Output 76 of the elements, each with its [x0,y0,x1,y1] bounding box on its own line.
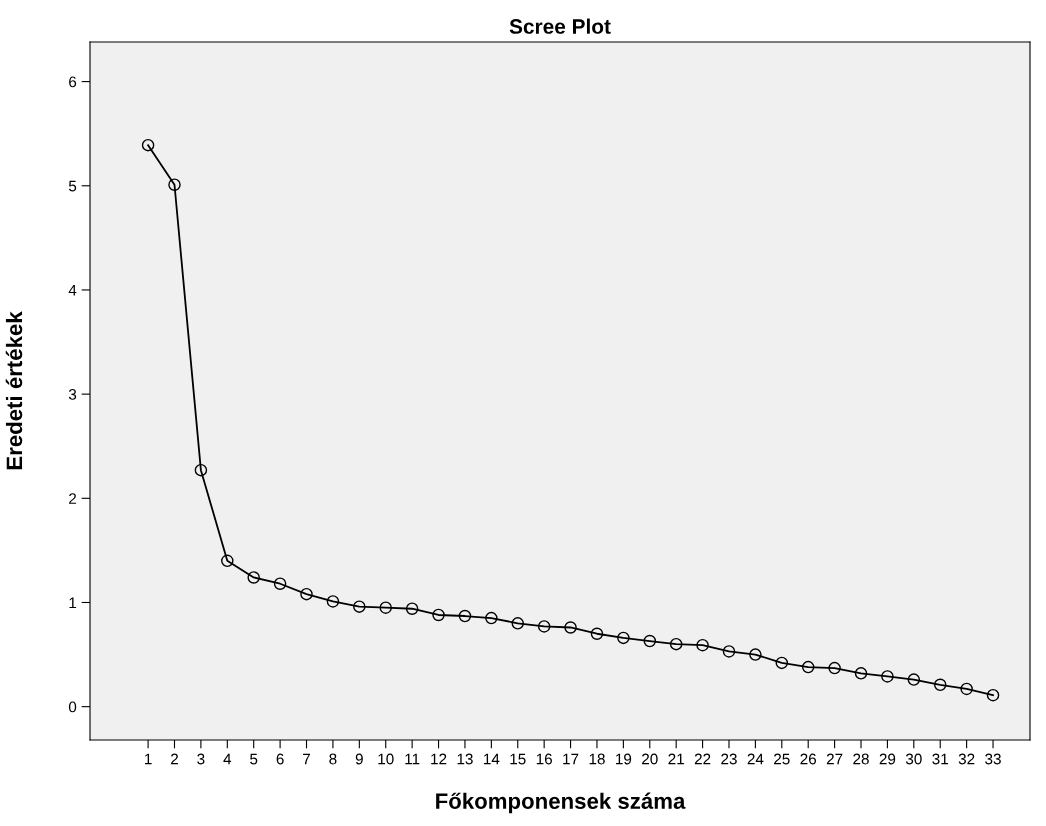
point [379,601,392,614]
x-tick-label: 2 [171,753,178,765]
point [141,138,155,152]
x-tick-label: 24 [747,753,764,765]
point [194,463,208,477]
x-tick-label: 11 [405,753,420,765]
point [405,602,419,615]
x-tick-label: 26 [800,753,817,765]
x-tick-label: 8 [329,753,337,765]
point [775,656,789,670]
point [511,617,525,630]
x-tick-label: 13 [457,753,473,765]
y-axis-title: Eredeti értékek [5,311,23,470]
y-tick-label: 5 [68,180,77,192]
chart-title: Scree Plot [509,18,611,34]
x-tick-label: 15 [510,753,526,765]
point [300,587,313,601]
x-tick-label: 5 [250,753,258,765]
point [564,621,577,634]
x-tick-label: 9 [355,753,363,765]
point [617,631,630,645]
x-tick-label: 27 [826,753,843,765]
y-tick-label: 4 [68,284,77,296]
point [458,609,472,623]
x-axis-title: Főkomponensek száma [436,792,686,814]
x-tick-label: 7 [303,753,310,765]
x-tick-label: 4 [223,753,232,765]
point [669,637,683,651]
x-tick-label: 17 [563,753,579,765]
point [221,554,234,568]
x-tick-label: 1 [145,753,152,765]
point [854,667,868,680]
y-tick-label: 1 [69,597,77,609]
x-tick-label: 33 [985,753,1001,765]
x-tick-label: 30 [905,753,922,765]
x-tick-label: 25 [774,753,790,765]
x-tick-label: 22 [694,753,711,765]
x-tick-label: 31 [932,753,948,765]
point [960,682,973,696]
point [828,661,841,675]
x-tick-label: 10 [378,753,394,765]
point [801,660,815,674]
point [722,645,736,658]
point [986,688,1000,702]
point [643,634,657,648]
point [168,178,181,191]
x-tick-label: 28 [853,753,869,765]
point [696,638,709,652]
y-tick-label: 3 [68,388,77,400]
point [273,577,287,590]
x-tick-label: 19 [616,753,632,765]
point [247,571,260,584]
x-tick-label: 14 [484,753,500,765]
x-tick-label: 12 [431,753,447,765]
y-tick-label: 0 [68,701,77,713]
point [881,670,894,683]
point [537,620,551,633]
point [432,608,445,622]
y-tick-label: 6 [69,76,77,88]
x-tick-label: 16 [536,753,552,765]
point [353,600,366,613]
x-tick-label: 20 [642,753,658,765]
x-tick-label: 32 [958,753,975,765]
y-tick-label: 2 [69,493,77,504]
x-tick-label: 29 [879,753,896,765]
point [749,648,762,661]
x-tick-label: 3 [197,753,205,765]
x-tick-label: 18 [589,753,605,765]
x-tick-label: 21 [668,753,684,765]
point [326,595,340,608]
x-tick-label: 23 [721,753,737,765]
x-tick-label: 6 [276,753,284,765]
point [933,678,947,692]
point [485,611,498,625]
point [907,673,921,686]
point [590,627,604,640]
